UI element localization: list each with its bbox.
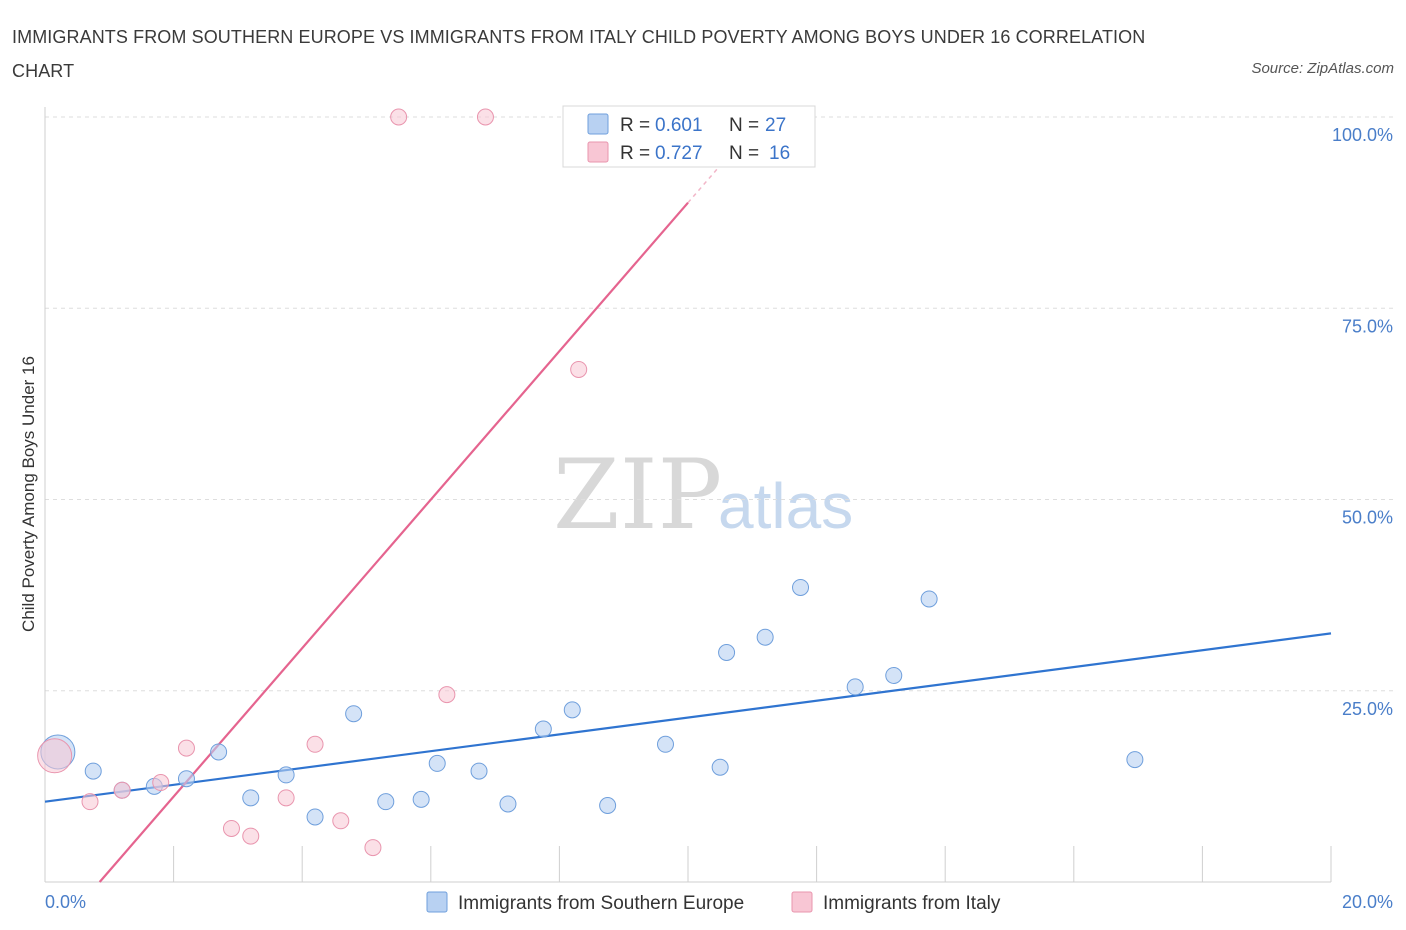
legend-n-value-1: 27 [765, 115, 786, 136]
point-pink-7 [277, 789, 295, 807]
data-points [37, 108, 1144, 857]
y-tick-label-100: 100.0% [1332, 125, 1393, 145]
point-blue-15 [534, 720, 552, 738]
legend-swatch-pink [587, 141, 609, 163]
gridlines [45, 116, 1393, 692]
point-pink-1 [81, 793, 99, 811]
series-legend: Immigrants from Southern Europe Immigran… [426, 891, 1001, 914]
series-legend-label-blue: Immigrants from Southern Europe [458, 893, 744, 914]
point-blue-13 [470, 762, 488, 780]
legend-swatch-blue [587, 113, 609, 135]
point-blue-25 [920, 590, 938, 608]
x-tick-label-max: 20.0% [1342, 892, 1393, 912]
point-blue-11 [412, 790, 430, 808]
point-blue-9 [345, 705, 363, 723]
point-blue-26 [1126, 751, 1144, 769]
point-blue-22 [792, 578, 810, 596]
point-pink-4 [177, 739, 195, 757]
trend-line-pink [98, 201, 689, 883]
point-pink-9 [332, 812, 350, 830]
point-pink-8 [306, 735, 324, 753]
point-pink-5 [222, 819, 240, 837]
legend-r-value-1: 0.601 [655, 115, 703, 136]
legend-r-label-2: R = [620, 143, 650, 164]
point-pink-3 [152, 774, 170, 792]
point-pink-10 [364, 839, 382, 857]
source-credit: Source: ZipAtlas.com [1251, 60, 1394, 77]
y-axis-label: Child Poverty Among Boys Under 16 [19, 356, 38, 632]
chart-title: IMMIGRANTS FROM SOUTHERN EUROPE VS IMMIG… [12, 27, 1146, 81]
legend-n-label-2: N = [729, 143, 759, 164]
point-blue-10 [377, 793, 395, 811]
correlation-legend: R = 0.601 N = 27 R = 0.727 N = 16 [562, 105, 816, 168]
point-blue-24 [885, 666, 903, 684]
point-pink-11 [390, 108, 408, 126]
point-blue-4 [177, 770, 195, 788]
point-pink-13 [476, 108, 494, 126]
point-blue-19 [711, 758, 729, 776]
point-blue-16 [563, 701, 581, 719]
y-tick-label-25: 25.0% [1342, 699, 1393, 719]
point-blue-17 [599, 797, 617, 814]
point-blue-12 [428, 754, 446, 772]
series-legend-swatch-pink [791, 891, 813, 913]
point-blue-14 [499, 795, 517, 813]
legend-n-label-1: N = [729, 115, 759, 136]
y-tick-label-75: 75.0% [1342, 316, 1393, 336]
x-ticks [173, 846, 1332, 882]
point-blue-7 [277, 766, 295, 784]
trend-line-blue [44, 632, 1332, 803]
point-pink-2 [113, 781, 131, 799]
point-pink-12 [438, 686, 456, 704]
legend-n-value-2: 16 [769, 143, 790, 164]
point-blue-6 [242, 789, 260, 807]
watermark-atlas: atlas [718, 470, 853, 542]
point-blue-21 [756, 628, 774, 646]
point-blue-18 [656, 735, 674, 753]
legend-r-value-2: 0.727 [655, 143, 703, 164]
point-blue-8 [306, 808, 324, 826]
point-pink-0 [37, 738, 73, 774]
series-legend-swatch-blue [426, 891, 448, 913]
point-blue-23 [846, 678, 864, 696]
legend-r-label-1: R = [620, 115, 650, 136]
point-pink-6 [242, 827, 260, 845]
series-legend-label-pink: Immigrants from Italy [823, 893, 1001, 914]
point-pink-14 [570, 360, 588, 378]
point-blue-1 [84, 762, 102, 780]
y-tick-label-50: 50.0% [1342, 508, 1393, 528]
point-blue-20 [718, 644, 736, 661]
x-tick-label-min: 0.0% [45, 892, 86, 912]
point-blue-5 [210, 743, 228, 761]
watermark-zip: ZIP [553, 439, 722, 551]
y-tick-labels: 100.0% 75.0% 50.0% 25.0% [1332, 125, 1393, 719]
